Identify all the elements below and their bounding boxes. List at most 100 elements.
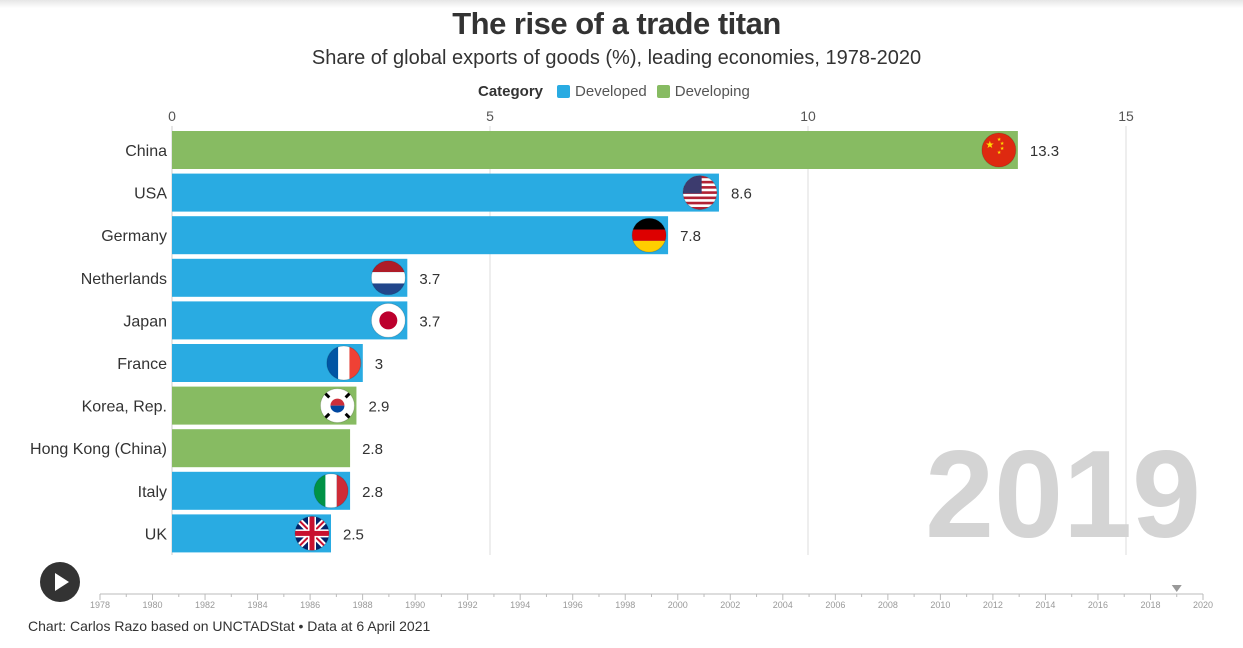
source-note: Chart: Carlos Razo based on UNCTADStat •… [28,618,431,634]
flag-taegeuk [330,405,345,413]
flag-part [371,272,406,284]
timeline-label[interactable]: 1992 [458,600,478,610]
flag-stripe [682,201,717,205]
legend-title: Category [478,82,544,100]
value-label: 3 [375,356,383,373]
bar-usa[interactable] [172,173,719,212]
china-flag-icon: ★ ★★★★ [981,132,1017,168]
timeline-label[interactable]: 2010 [930,600,950,610]
flag-part [314,473,326,508]
legend-label-developing: Developing [674,82,750,100]
flag-outline [370,260,406,296]
legend-label-developed: Developed [575,82,647,100]
timeline-label[interactable]: 2008 [878,600,898,610]
timeline-label[interactable]: 2012 [983,600,1003,610]
flag-part [632,229,667,241]
timeline-label[interactable]: 1982 [195,600,215,610]
timeline-label[interactable]: 2020 [1193,600,1213,610]
timeline-label[interactable]: 2002 [720,600,740,610]
category-label: Germany [101,228,167,245]
flag-stripe [682,206,717,210]
flag-outline [370,302,406,338]
flag-outline [319,388,355,424]
flag-star: ★ [985,140,994,151]
timeline-label[interactable]: 1986 [300,600,320,610]
timeline-label[interactable]: 1980 [143,600,163,610]
chart-subtitle: Share of global exports of goods (%), le… [311,47,922,69]
timeline-label[interactable]: 1978 [90,600,110,610]
france-flag-icon [326,345,362,381]
flag-part [349,346,361,380]
flag-part [981,133,1016,167]
uk-flag-icon [294,515,330,551]
bar-netherlands[interactable] [172,258,408,297]
x-tick-label: 15 [1118,108,1134,124]
japan-flag-icon [370,302,406,338]
legend-swatch-developed [557,84,571,98]
flag-star: ★ [997,137,1002,143]
flag-outline [682,175,718,211]
legend-item-developed[interactable]: Developed [557,83,647,100]
play-button[interactable] [40,562,80,602]
timeline-label[interactable]: 2014 [1035,600,1055,610]
value-label: 13.3 [1030,143,1059,160]
bar-japan[interactable] [172,301,408,340]
category-label: France [117,356,167,373]
timeline-label[interactable]: 1996 [563,600,583,610]
value-label: 2.8 [362,441,383,458]
timeline-label[interactable]: 2000 [668,600,688,610]
bar-germany[interactable] [172,216,669,255]
flag-part [371,260,406,273]
value-label: 8.6 [731,186,752,203]
flag-part [632,218,667,230]
timeline-label[interactable]: 1984 [248,600,268,610]
play-icon [55,573,69,591]
timeline-label[interactable]: 2006 [825,600,845,610]
category-label: Japan [123,313,167,330]
value-label: 2.9 [368,399,389,416]
flag-part [371,283,406,295]
timeline-label[interactable]: 1998 [615,600,635,610]
timeline-label[interactable]: 1988 [353,600,373,610]
timeline-label[interactable]: 2018 [1140,600,1160,610]
korea-flag-icon [319,388,355,424]
legend-item-developing[interactable]: Developing [656,82,750,100]
value-label: 2.5 [343,526,364,543]
flag-cross [309,516,315,551]
bar-china[interactable] [172,131,1018,169]
timeline-label[interactable]: 2016 [1088,600,1108,610]
usa-flag-icon [682,175,718,211]
value-label: 3.7 [419,313,440,330]
bar-hong-kong-china[interactable] [172,429,351,468]
value-label: 3.7 [419,271,440,288]
flag-star: ★ [1000,146,1005,152]
flag-part [336,473,349,508]
value-label: 2.8 [362,484,383,501]
flag-star: ★ [997,150,1002,156]
category-label: Korea, Rep. [82,399,167,416]
category-label: Italy [138,484,167,501]
timeline-label[interactable]: 1990 [405,600,425,610]
flag-stripe [682,196,717,200]
category-label: UK [145,526,168,543]
timeline-label[interactable]: 1994 [510,600,530,610]
value-label: 7.8 [680,228,701,245]
category-label: USA [134,186,167,203]
x-tick-label: 0 [168,108,176,124]
flag-disc [379,311,398,330]
category-label: China [125,143,167,160]
year-watermark: 2019 [925,426,1201,564]
chart-title: The rise of a trade titan [452,6,781,41]
top-shadow [0,0,1243,8]
legend-swatch-developing [656,84,670,98]
x-tick-label: 5 [486,108,494,124]
timeline-label[interactable]: 2004 [773,600,793,610]
netherlands-flag-icon [370,260,406,296]
category-label: Netherlands [81,271,167,288]
timeline-handle[interactable] [1171,585,1182,592]
flag-outline [294,515,330,551]
flag-star: ★ [1000,141,1005,147]
italy-flag-icon [313,473,349,509]
flag-part [326,346,339,380]
